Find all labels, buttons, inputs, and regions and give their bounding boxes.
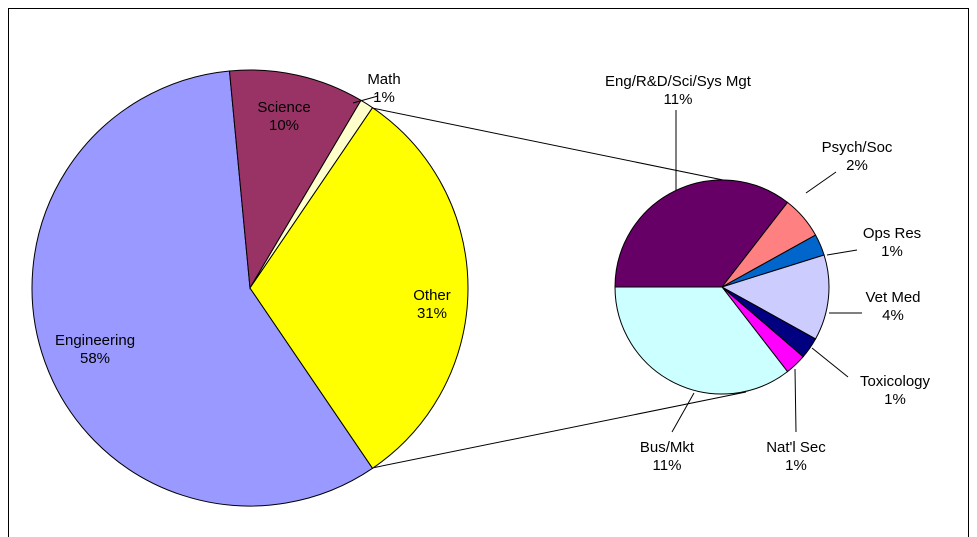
pie-slice (614, 179, 789, 288)
leader-line (794, 368, 797, 433)
pie-slice (614, 286, 789, 395)
category-label: Other (413, 287, 451, 304)
leader-line (811, 347, 849, 378)
slice-label: Engineering 58% (55, 332, 135, 367)
pie-slice (720, 254, 830, 340)
value-label: 58% (80, 350, 110, 367)
connector-line (371, 391, 747, 469)
value-label: 4% (882, 307, 904, 324)
slice-label: Toxicology 1% (860, 373, 931, 408)
value-label: 10% (269, 117, 299, 134)
slice-label: Ops Res 1% (863, 225, 921, 260)
category-label: Vet Med (865, 289, 920, 306)
leader-line (805, 171, 837, 194)
leader-line (671, 392, 695, 433)
value-label: 2% (846, 157, 868, 174)
value-label: 11% (653, 457, 682, 474)
leader-line (826, 249, 858, 256)
slice-label: Other 31% (413, 287, 451, 322)
value-label: 1% (785, 457, 807, 474)
category-label: Psych/Soc (822, 139, 893, 156)
pie-slice (228, 69, 362, 290)
category-label: Eng/R&D/Sci/Sys Mgt (605, 73, 752, 90)
slice-label: Bus/Mkt 11% (640, 439, 695, 474)
leader-line (352, 95, 379, 104)
category-label: Ops Res (863, 225, 921, 242)
leader-lines (352, 95, 862, 433)
value-label: 1% (881, 243, 903, 260)
pie-slice (31, 70, 374, 507)
category-label: Toxicology (860, 373, 931, 390)
category-label: Math (367, 71, 400, 88)
category-label: Bus/Mkt (640, 439, 695, 456)
value-label: 11% (664, 91, 693, 108)
category-label: Science (257, 99, 310, 116)
slice-label: Science 10% (257, 99, 310, 134)
value-label: 1% (373, 89, 395, 106)
value-label: 31% (417, 305, 447, 322)
slice-label: Nat'l Sec 1% (766, 439, 826, 474)
slice-label: Eng/R&D/Sci/Sys Mgt 11% (605, 73, 752, 108)
category-label: Nat'l Sec (766, 439, 826, 456)
value-label: 1% (884, 391, 906, 408)
pie-slice (249, 107, 469, 469)
connector-line (371, 107, 729, 182)
slice-label: Math 1% (367, 71, 400, 106)
slice-label: Psych/Soc 2% (822, 139, 893, 174)
category-label: Engineering (55, 332, 135, 349)
slice-label: Vet Med 4% (865, 289, 920, 324)
